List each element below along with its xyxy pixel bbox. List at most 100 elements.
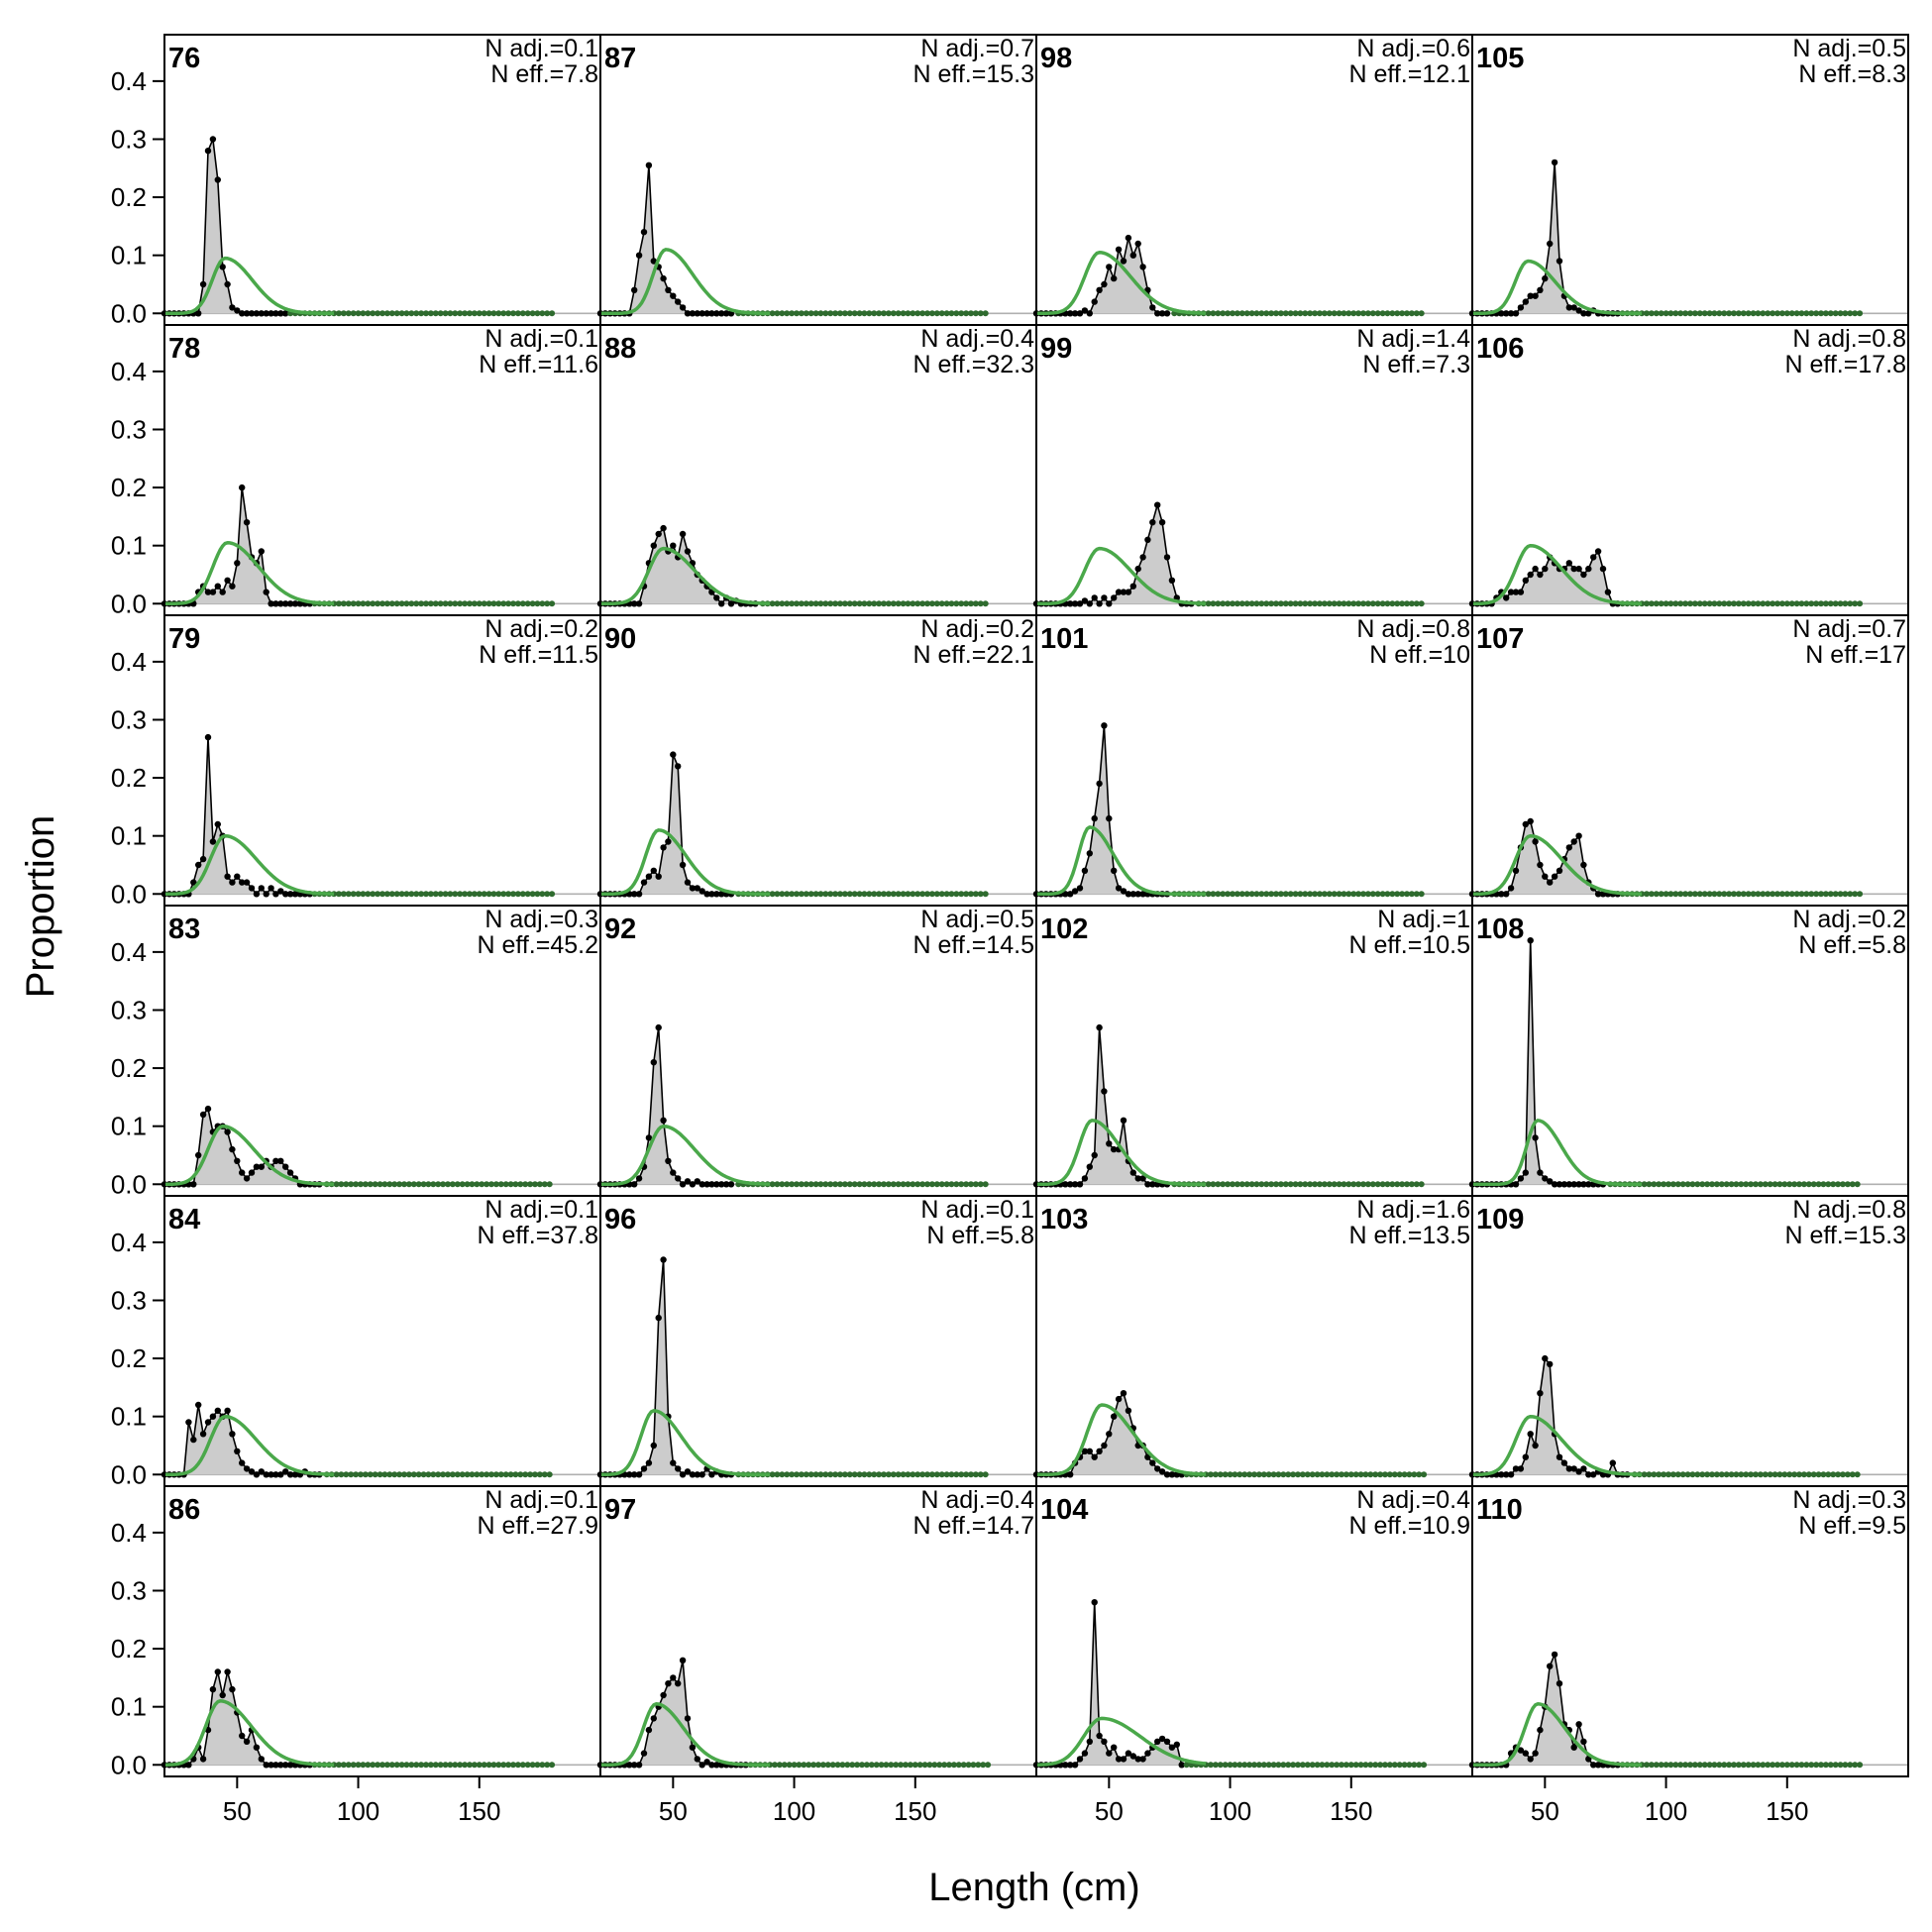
bin-point <box>1791 1471 1798 1478</box>
bin-point <box>895 891 902 898</box>
bin-point <box>490 600 497 607</box>
bin-point <box>1755 600 1762 607</box>
observed-point <box>1149 1459 1156 1466</box>
observed-point <box>243 519 251 526</box>
bin-point <box>519 1762 526 1769</box>
bin-point <box>1857 600 1864 607</box>
bin-point <box>350 891 357 898</box>
bin-point <box>1372 1762 1379 1769</box>
bin-point <box>878 1762 885 1769</box>
bin-point <box>895 1181 902 1188</box>
bin-point <box>442 891 449 898</box>
bin-point <box>536 1471 543 1478</box>
bin-point <box>517 1471 524 1478</box>
bin-point <box>375 600 381 607</box>
panel-frame <box>1471 1485 1909 1777</box>
bin-point <box>856 891 863 898</box>
bin-point <box>1205 310 1212 317</box>
bin-point <box>916 1762 923 1769</box>
bin-point <box>420 1181 427 1188</box>
bin-point <box>948 1181 955 1188</box>
observed-point <box>1086 310 1094 317</box>
bin-point <box>379 891 385 898</box>
observed-point <box>286 1169 294 1176</box>
bin-point <box>1396 1471 1403 1478</box>
bin-point <box>1793 310 1800 317</box>
panel-101: 101 N adj.=0.8N eff.=10 <box>1032 614 1473 907</box>
observed-area <box>164 737 310 895</box>
bin-point <box>914 1471 921 1478</box>
observed-point <box>1590 554 1597 561</box>
bin-point <box>1748 1471 1755 1478</box>
bin-point <box>1786 1181 1793 1188</box>
bin-point <box>427 310 434 317</box>
bin-point <box>972 891 979 898</box>
observed-point <box>199 1431 207 1438</box>
observed-point <box>1091 298 1098 305</box>
observed-point <box>234 560 241 567</box>
observed-point <box>219 264 226 270</box>
bin-point <box>1648 310 1655 317</box>
bin-point <box>926 1762 933 1769</box>
observed-point <box>1129 891 1137 898</box>
bin-point <box>1745 600 1752 607</box>
observed-point <box>1507 589 1515 595</box>
bin-point <box>903 1762 909 1769</box>
panel-year-label: 92 <box>604 913 636 945</box>
observed-point <box>660 1117 667 1125</box>
bin-point <box>442 1762 449 1769</box>
bin-point <box>1830 1471 1837 1478</box>
bin-point <box>418 1762 425 1769</box>
bin-point <box>1220 891 1227 898</box>
observed-point <box>234 873 241 880</box>
bin-point <box>1418 600 1425 607</box>
bin-point <box>794 1471 800 1478</box>
observed-point <box>655 873 662 880</box>
bin-point <box>381 1181 388 1188</box>
bin-point <box>1391 1471 1398 1478</box>
bin-point <box>1740 1762 1747 1769</box>
bin-point <box>1389 310 1396 317</box>
bin-point <box>1230 310 1235 317</box>
bin-point <box>1667 600 1674 607</box>
bin-point <box>1326 1181 1333 1188</box>
observed-point <box>1149 304 1156 311</box>
observed-point <box>713 594 720 601</box>
bin-point <box>1672 600 1679 607</box>
bin-point <box>827 600 834 607</box>
observed-point <box>224 577 231 584</box>
bin-point <box>1304 1471 1311 1478</box>
observed-point <box>291 600 299 607</box>
panel-year-label: 76 <box>168 43 200 74</box>
bin-point <box>1331 1181 1338 1188</box>
bin-point <box>445 1181 451 1188</box>
n-adj-label: N adj.=0.2 <box>484 615 598 643</box>
observed-point <box>1134 565 1141 573</box>
bin-point <box>890 600 897 607</box>
bin-point <box>1803 600 1810 607</box>
observed-point <box>1517 1747 1525 1754</box>
panel-88: 88 N adj.=0.4N eff.=32.3 <box>596 324 1037 616</box>
observed-point <box>698 888 705 895</box>
bin-point <box>883 1762 890 1769</box>
bin-point <box>914 891 921 898</box>
observed-point <box>1158 1468 1166 1475</box>
bin-point <box>471 1762 478 1769</box>
bin-point <box>1726 1762 1733 1769</box>
bin-point <box>789 891 796 898</box>
observed-point <box>670 1459 677 1466</box>
bin-point <box>1364 1181 1371 1188</box>
bin-point <box>1404 891 1410 898</box>
bin-point <box>1818 1762 1824 1769</box>
bin-point <box>1408 1181 1415 1188</box>
bin-point <box>796 1762 803 1769</box>
bin-point <box>1755 891 1762 898</box>
observed-point <box>1575 307 1582 314</box>
bin-point <box>1667 1762 1674 1769</box>
bin-point <box>1355 891 1362 898</box>
bin-point <box>345 1762 352 1769</box>
observed-point <box>631 1762 638 1769</box>
bin-point <box>1669 1181 1676 1188</box>
observed-point <box>1139 554 1146 561</box>
bin-point <box>360 310 367 317</box>
